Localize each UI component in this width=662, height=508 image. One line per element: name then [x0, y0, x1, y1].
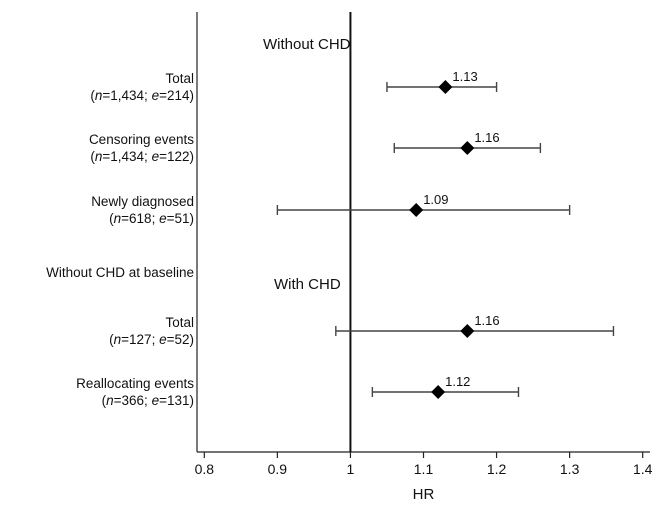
row-label: Reallocating events (n=366; e=131): [76, 375, 194, 409]
row-label: Total (n=127; e=52): [109, 314, 194, 348]
row-label: Newly diagnosed (n=618; e=51): [91, 193, 194, 227]
row-label-counts: (n=127; e=52): [109, 332, 194, 347]
hr-value-label: 1.12: [445, 374, 470, 389]
x-tick-label: 1.3: [560, 461, 580, 477]
x-tick-label: 1.2: [487, 461, 507, 477]
x-tick-label: 1: [347, 461, 355, 477]
hr-point: [438, 80, 453, 94]
row-label-name: Total: [165, 71, 194, 86]
header-with-chd: With CHD: [274, 276, 341, 293]
row-n-value: =618;: [121, 211, 160, 226]
row-e-value: =214: [159, 88, 190, 103]
row-label-counts: (n=366; e=131): [101, 393, 194, 408]
label-without-chd-at-baseline: Without CHD at baseline: [46, 265, 194, 280]
row-label-counts: (n=1,434; e=122): [90, 149, 194, 164]
x-tick-label: 0.8: [195, 461, 215, 477]
hr-value-label: 1.09: [423, 192, 448, 207]
header-without-chd: Without CHD: [263, 36, 351, 53]
hr-value-label: 1.16: [474, 313, 499, 328]
row-e-value: =131: [159, 393, 190, 408]
x-tick-label: 1.4: [633, 461, 653, 477]
hr-point: [460, 324, 475, 338]
row-e-value: =122: [159, 149, 190, 164]
hr-value-label: 1.16: [474, 130, 499, 145]
x-tick-label: 1.1: [414, 461, 434, 477]
hr-point: [431, 385, 446, 399]
hr-point: [460, 141, 475, 155]
row-e-value: =52: [166, 332, 190, 347]
row-label-counts: (n=618; e=51): [109, 211, 194, 226]
row-label: Total (n=1,434; e=214): [90, 70, 194, 104]
row-n-value: =1,434;: [102, 88, 152, 103]
hr-point: [409, 203, 424, 217]
x-axis-label: HR: [413, 486, 435, 503]
row-n-value: =366;: [113, 393, 152, 408]
row-label-name: Reallocating events: [76, 376, 194, 391]
row-label-name: Censoring events: [88, 132, 194, 147]
row-n-value: =1,434;: [102, 149, 152, 164]
x-tick-label: 0.9: [268, 461, 288, 477]
row-e-value: =51: [166, 211, 190, 226]
row-label-name: Newly diagnosed: [91, 194, 194, 209]
hr-value-label: 1.13: [452, 69, 477, 84]
row-n-value: =127;: [121, 332, 160, 347]
row-label-name: Total: [165, 315, 194, 330]
row-label: Censoring events (n=1,434; e=122): [89, 131, 194, 165]
row-label-counts: (n=1,434; e=214): [90, 88, 194, 103]
